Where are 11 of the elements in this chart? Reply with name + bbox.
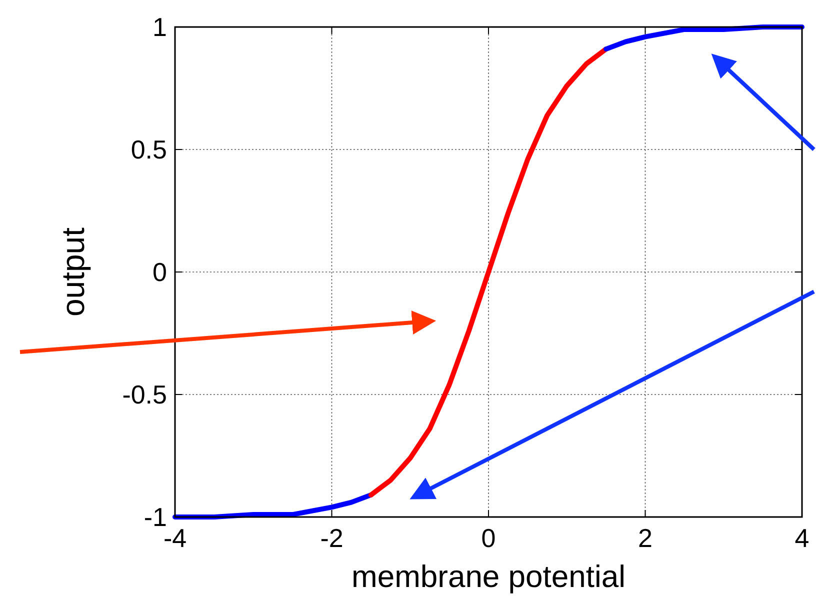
y-tick-label: 0 (152, 257, 167, 287)
x-tick-label: 2 (638, 523, 652, 553)
x-tick-label: 0 (481, 523, 496, 553)
y-tick-label: -0.5 (122, 380, 167, 410)
x-tick-label: -2 (320, 523, 344, 553)
y-tick-label: -1 (144, 502, 167, 532)
y-tick-label: 1 (152, 12, 167, 42)
x-tick-label: 4 (794, 523, 810, 553)
y-axis-title: output (55, 227, 91, 316)
y-tick-label: 0.5 (130, 134, 167, 164)
x-axis-title: membrane potential (352, 559, 626, 594)
